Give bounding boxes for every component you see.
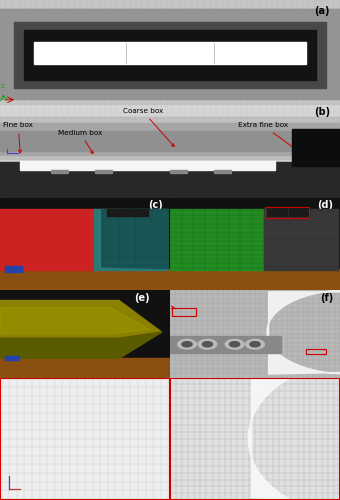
Bar <box>265 207 309 218</box>
Bar <box>0 162 340 198</box>
Polygon shape <box>0 208 116 270</box>
Bar <box>51 170 68 173</box>
Circle shape <box>202 342 212 347</box>
Circle shape <box>177 340 197 349</box>
Circle shape <box>245 340 265 349</box>
Text: (e): (e) <box>134 292 150 302</box>
Bar <box>0 268 170 290</box>
Bar <box>214 170 231 173</box>
Bar <box>95 170 112 173</box>
Polygon shape <box>170 208 275 270</box>
Bar <box>5 266 22 272</box>
Text: Z: Z <box>1 84 4 89</box>
Circle shape <box>250 342 260 347</box>
Polygon shape <box>264 208 338 270</box>
Circle shape <box>230 342 240 347</box>
Bar <box>170 336 280 353</box>
Text: Coarse box: Coarse box <box>123 108 174 146</box>
Bar <box>20 162 275 170</box>
Circle shape <box>182 342 192 347</box>
Bar <box>0 124 340 155</box>
Polygon shape <box>0 332 162 358</box>
Text: Medium box: Medium box <box>58 130 102 154</box>
Text: (d): (d) <box>317 200 333 210</box>
Text: (c): (c) <box>149 200 163 210</box>
Bar <box>170 268 340 290</box>
Polygon shape <box>0 308 150 334</box>
Bar <box>170 170 187 173</box>
Bar <box>289 208 309 216</box>
Text: Fine box: Fine box <box>3 122 33 153</box>
Bar <box>0 117 340 158</box>
Text: (f): (f) <box>320 292 333 302</box>
Bar <box>14 22 326 88</box>
Bar <box>107 208 128 216</box>
Polygon shape <box>248 363 340 500</box>
Bar <box>0 131 340 151</box>
Bar <box>5 356 19 360</box>
Bar <box>267 208 287 216</box>
Bar <box>128 208 148 216</box>
Circle shape <box>225 340 244 349</box>
Bar <box>306 348 326 354</box>
Text: (a): (a) <box>314 6 330 16</box>
Bar <box>0 10 340 99</box>
Polygon shape <box>94 208 167 270</box>
Bar <box>0 105 340 162</box>
Polygon shape <box>267 290 340 374</box>
Circle shape <box>198 340 217 349</box>
Text: (b): (b) <box>314 107 330 117</box>
Polygon shape <box>102 210 168 268</box>
Bar <box>292 129 340 166</box>
Polygon shape <box>0 300 162 358</box>
Text: Extra fine box: Extra fine box <box>238 122 303 154</box>
Bar <box>34 42 306 64</box>
Bar <box>24 30 316 80</box>
Bar <box>172 308 195 316</box>
Bar <box>0 358 170 378</box>
